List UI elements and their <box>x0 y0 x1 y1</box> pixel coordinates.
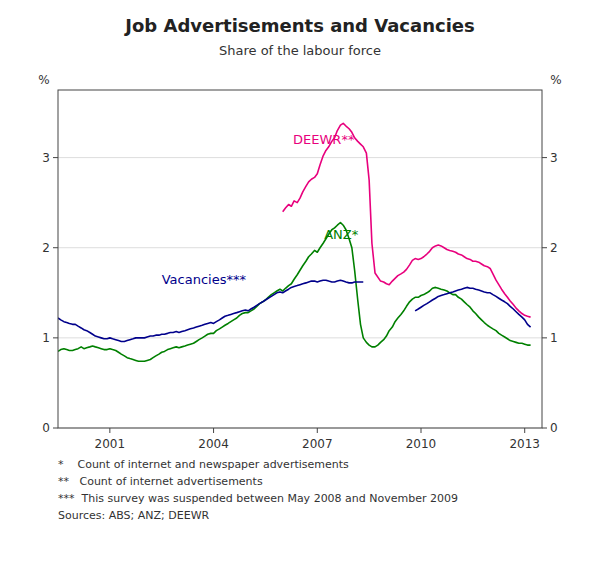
x-tick <box>524 428 525 433</box>
chart: Job Advertisements and Vacancies Share of… <box>0 0 600 563</box>
y2-tick-label: 3 <box>550 151 558 165</box>
annotation: Vacancies*** <box>162 272 247 287</box>
y2-tick <box>542 428 547 429</box>
x-tick <box>317 428 318 433</box>
x-tick <box>109 428 110 433</box>
y2-tick <box>542 157 547 158</box>
plot-frame <box>58 90 542 428</box>
footnote: * Count of internet and newspaper advert… <box>58 458 349 471</box>
x-tick-label: 2001 <box>95 437 126 451</box>
grid-line <box>58 157 542 158</box>
x-tick-label: 2007 <box>302 437 333 451</box>
y2-tick-label: 0 <box>550 421 558 435</box>
series-line <box>58 280 531 341</box>
y-tick-label: 2 <box>42 241 50 255</box>
title: Job Advertisements and Vacancies <box>123 15 475 36</box>
grid-line <box>58 337 542 338</box>
y-tick <box>53 157 58 158</box>
footnote: Sources: ABS; ANZ; DEEWR <box>58 509 210 522</box>
footnote: ** Count of internet advertisements <box>58 475 263 488</box>
series-line <box>58 223 531 362</box>
y2-tick <box>542 337 547 338</box>
subtitle: Share of the labour force <box>219 43 381 58</box>
annotation: ANZ* <box>324 227 359 242</box>
y2-tick-label: 1 <box>550 331 558 345</box>
grid-line <box>58 247 542 248</box>
y-tick-label: 1 <box>42 331 50 345</box>
y-tick-label: 0 <box>42 421 50 435</box>
x-tick-label: 2013 <box>509 437 540 451</box>
y-axis-label: % <box>38 73 49 87</box>
y-tick <box>53 428 58 429</box>
lines <box>58 123 531 361</box>
y2-tick <box>542 247 547 248</box>
x-tick <box>421 428 422 433</box>
x-tick-label: 2010 <box>406 437 437 451</box>
axes: 0 1 2 3 0 1 2 3 2001 2004 2007 2010 2013 <box>42 151 557 451</box>
y2-tick-label: 2 <box>550 241 558 255</box>
x-tick-label: 2004 <box>198 437 229 451</box>
footnote: *** This survey was suspended between Ma… <box>58 492 458 505</box>
x-tick <box>213 428 214 433</box>
y-tick-label: 3 <box>42 151 50 165</box>
series-line <box>283 123 531 317</box>
y2-axis-label: % <box>550 73 561 87</box>
y-tick <box>53 337 58 338</box>
y-tick <box>53 247 58 248</box>
annotation: DEEWR** <box>293 132 355 147</box>
